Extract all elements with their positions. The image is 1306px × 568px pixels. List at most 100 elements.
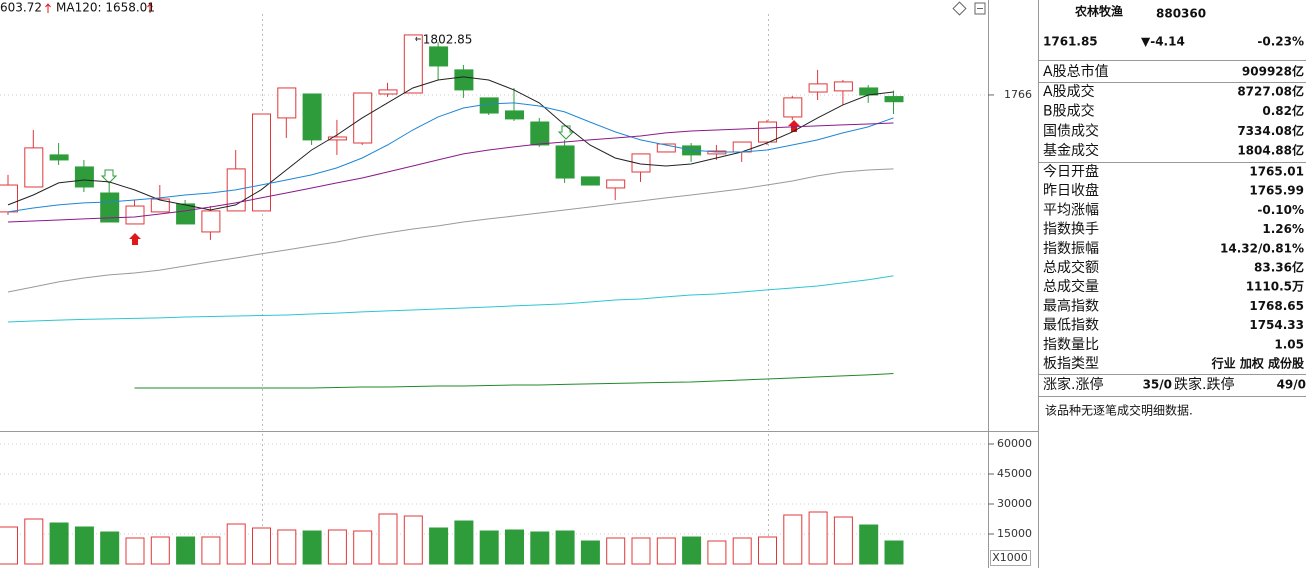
stat-label: 总成交量	[1043, 278, 1099, 295]
candle-body	[833, 81, 853, 92]
security-code: 880360	[1156, 7, 1206, 21]
volume-bar	[226, 523, 246, 565]
volume-bar	[302, 530, 322, 565]
stat-label: 平均涨幅	[1043, 202, 1099, 218]
stat-value: 1765.99	[1249, 184, 1304, 198]
candle-body	[403, 34, 423, 94]
moving-average	[7, 168, 894, 293]
volume-bar	[252, 527, 271, 565]
candle-body	[884, 96, 904, 103]
breadth-value: 35/0	[1143, 378, 1172, 392]
stat-value: 83.36亿	[1254, 260, 1304, 275]
candle-body	[530, 121, 550, 146]
volume-bar	[758, 536, 777, 565]
stat-value: 行业 加权 成份股	[1211, 356, 1305, 371]
breadth-value: 49/0	[1277, 378, 1306, 392]
breadth-label: 跌家.跌停	[1174, 376, 1234, 393]
stat-label: 最低指数	[1043, 318, 1099, 334]
candle-body	[49, 154, 69, 161]
stat-value: 14.32/0.81%	[1220, 241, 1304, 255]
candle-body	[252, 113, 271, 212]
ma-arrow	[147, 3, 153, 13]
volume-bar	[150, 536, 170, 565]
volume-bar	[884, 540, 904, 565]
volume-unit: X1000	[992, 551, 1028, 564]
sell-signal	[557, 125, 575, 140]
stat-value: 1768.65	[1249, 299, 1304, 313]
stat-value: 1.05	[1274, 337, 1304, 351]
sell-signal	[100, 169, 118, 184]
price-change: ▼-4.14	[1141, 35, 1185, 49]
stat-label: 指数振幅	[1043, 241, 1099, 257]
annotation-pointer	[415, 36, 421, 42]
candle-body	[277, 87, 297, 119]
candle-body	[631, 153, 651, 173]
volume-bar	[833, 516, 853, 565]
breadth-label: 涨家.涨停	[1043, 376, 1103, 393]
moving-average	[7, 275, 894, 323]
candle-body	[378, 89, 398, 95]
candle-body	[74, 166, 94, 188]
ma-label: 603.72	[0, 1, 42, 15]
candle-body	[606, 179, 626, 189]
volume-bar	[327, 529, 347, 565]
candle-body	[0, 184, 18, 213]
stat-label: B股成交	[1043, 103, 1095, 120]
candle-body	[758, 121, 777, 143]
volume-bar	[378, 513, 398, 565]
volume-bar	[859, 524, 879, 565]
y-tick-label: 1766	[1004, 88, 1032, 101]
volume-bar	[530, 531, 550, 565]
volume-bar	[74, 526, 94, 565]
last-price: 1761.85	[1043, 35, 1098, 49]
volume-bar	[353, 530, 373, 565]
candle-body	[505, 110, 524, 120]
volume-bar	[277, 529, 297, 565]
volume-bar	[403, 515, 423, 565]
stat-label: 今日开盘	[1043, 163, 1099, 180]
stat-value: 1.26%	[1262, 222, 1304, 236]
volume-bar	[479, 530, 499, 565]
moving-average	[7, 76, 894, 211]
volume-bar	[201, 536, 221, 565]
volume-bar	[49, 522, 69, 565]
panel-note: 该品种无逐笔成交明细数据.	[1045, 403, 1193, 418]
stat-value: 1765.01	[1249, 165, 1304, 179]
stat-label: 板指类型	[1043, 356, 1099, 372]
candle-body	[302, 93, 322, 141]
candle-body	[125, 205, 145, 225]
stat-value: 909928亿	[1242, 64, 1304, 79]
y-tick-label: 30000	[997, 497, 1032, 510]
stat-value: 7334.08亿	[1237, 123, 1304, 138]
volume-bar	[631, 537, 651, 565]
stat-label: 昨日收盘	[1043, 182, 1099, 199]
stat-value: 1804.88亿	[1237, 143, 1304, 158]
volume-bar	[656, 537, 676, 565]
volume-bar	[808, 511, 828, 565]
candle-body	[454, 69, 474, 91]
volume-bar	[505, 529, 524, 565]
volume-bar	[783, 514, 803, 565]
stat-label: 指数量比	[1043, 337, 1099, 353]
volume-bar	[176, 536, 196, 565]
stat-label: 指数换手	[1043, 221, 1099, 238]
candle-body	[783, 97, 803, 118]
moving-average	[134, 373, 894, 389]
candle-body	[24, 147, 44, 188]
toolbar-icon[interactable]	[952, 1, 967, 16]
volume-bar	[429, 527, 449, 565]
y-tick-label: 60000	[997, 437, 1032, 450]
toolbar-icon[interactable]	[974, 2, 986, 15]
volume-bar	[0, 526, 18, 565]
volume-bar	[100, 531, 120, 565]
stat-label: 总成交额	[1043, 259, 1099, 276]
ma-arrow	[45, 3, 51, 13]
stat-label: A股总市值	[1043, 63, 1109, 80]
volume-bar	[707, 540, 727, 565]
candle-body	[479, 97, 499, 114]
candle-body	[150, 198, 170, 213]
buy-signal	[129, 233, 141, 245]
volume-bar	[24, 518, 44, 565]
candle-body	[808, 83, 828, 93]
